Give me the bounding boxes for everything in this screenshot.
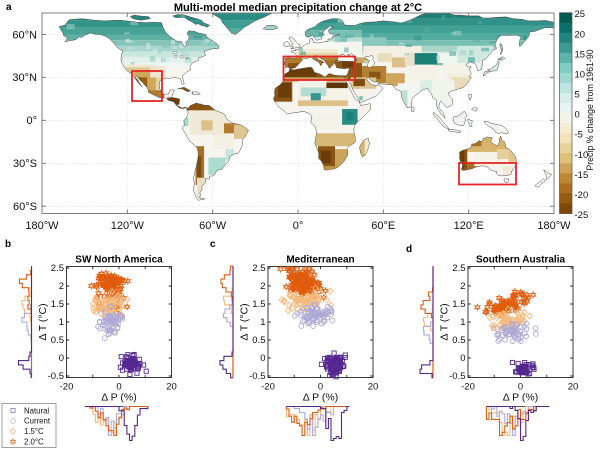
svg-text:1: 1: [260, 317, 265, 328]
svg-text:-0.5: -0.5: [249, 371, 265, 382]
svg-text:10: 10: [575, 69, 586, 80]
svg-text:c: c: [210, 239, 216, 250]
svg-text:180°W: 180°W: [537, 220, 571, 232]
svg-text:Multi-model median precipitati: Multi-model median precipitation change …: [174, 2, 422, 14]
svg-text:2: 2: [460, 281, 465, 292]
svg-text:2: 2: [260, 281, 265, 292]
svg-text:2.0°C: 2.0°C: [24, 438, 44, 447]
svg-text:60°S: 60°S: [13, 201, 37, 213]
svg-text:-25: -25: [575, 210, 589, 221]
svg-text:120°W: 120°W: [111, 220, 145, 232]
svg-text:0°: 0°: [293, 220, 304, 232]
svg-text:Southern Australia: Southern Australia: [476, 255, 566, 266]
svg-text:0: 0: [575, 110, 580, 121]
svg-text:15: 15: [575, 49, 586, 60]
svg-text:30°S: 30°S: [13, 158, 37, 170]
svg-text:-20: -20: [60, 382, 74, 393]
svg-text:-20: -20: [575, 190, 589, 201]
svg-text:2.5: 2.5: [51, 263, 64, 274]
svg-text:SW North America: SW North America: [75, 255, 163, 266]
svg-text:1.5: 1.5: [452, 299, 465, 310]
svg-text:-20: -20: [261, 382, 275, 393]
svg-text:20: 20: [568, 382, 579, 393]
svg-text:1.5: 1.5: [51, 299, 64, 310]
svg-text:5: 5: [575, 90, 580, 101]
svg-text:b: b: [5, 239, 11, 250]
svg-text:-10: -10: [575, 150, 589, 161]
svg-text:25: 25: [575, 9, 586, 20]
svg-text:0: 0: [460, 353, 465, 364]
svg-text:30°N: 30°N: [12, 72, 37, 84]
svg-text:1: 1: [59, 317, 64, 328]
svg-text:Δ P (%): Δ P (%): [503, 392, 538, 404]
svg-text:2.5: 2.5: [252, 263, 265, 274]
svg-text:60°N: 60°N: [12, 29, 37, 41]
svg-text:Δ T (°C): Δ T (°C): [239, 303, 251, 340]
svg-text:a: a: [6, 2, 12, 13]
svg-text:2: 2: [59, 281, 64, 292]
svg-text:Δ T (°C): Δ T (°C): [37, 303, 49, 340]
svg-text:1.5: 1.5: [252, 299, 265, 310]
svg-text:20: 20: [368, 382, 379, 393]
svg-text:60°E: 60°E: [371, 220, 395, 232]
svg-text:0: 0: [318, 382, 323, 393]
svg-text:Δ T (°C): Δ T (°C): [439, 303, 451, 340]
svg-text:Δ P (%): Δ P (%): [303, 392, 338, 404]
svg-text:180°W: 180°W: [25, 220, 59, 232]
svg-text:120°E: 120°E: [454, 220, 484, 232]
svg-text:-5: -5: [575, 130, 583, 141]
svg-text:Mediterranean: Mediterranean: [286, 255, 354, 266]
svg-text:Current: Current: [24, 417, 51, 426]
svg-text:20: 20: [166, 382, 177, 393]
svg-text:0: 0: [518, 382, 523, 393]
svg-text:Δ P (%): Δ P (%): [101, 392, 136, 404]
svg-text:20: 20: [575, 29, 586, 40]
svg-text:0: 0: [260, 353, 265, 364]
svg-text:Precip % change from 1961-90: Precip % change from 1961-90: [585, 49, 595, 170]
svg-text:0: 0: [116, 382, 121, 393]
svg-text:Natural: Natural: [24, 406, 49, 415]
svg-text:-0.5: -0.5: [449, 371, 465, 382]
svg-text:d: d: [406, 244, 412, 255]
svg-text:1: 1: [460, 317, 465, 328]
svg-text:2.5: 2.5: [452, 263, 465, 274]
svg-text:-15: -15: [575, 170, 589, 181]
svg-text:-0.5: -0.5: [48, 371, 64, 382]
svg-text:60°W: 60°W: [199, 220, 227, 232]
svg-text:-20: -20: [461, 382, 475, 393]
svg-text:1.5°C: 1.5°C: [24, 427, 44, 436]
svg-text:0.5: 0.5: [51, 335, 64, 346]
svg-text:0°: 0°: [26, 115, 37, 127]
svg-text:0.5: 0.5: [452, 335, 465, 346]
svg-text:0: 0: [59, 353, 64, 364]
svg-text:0.5: 0.5: [252, 335, 265, 346]
